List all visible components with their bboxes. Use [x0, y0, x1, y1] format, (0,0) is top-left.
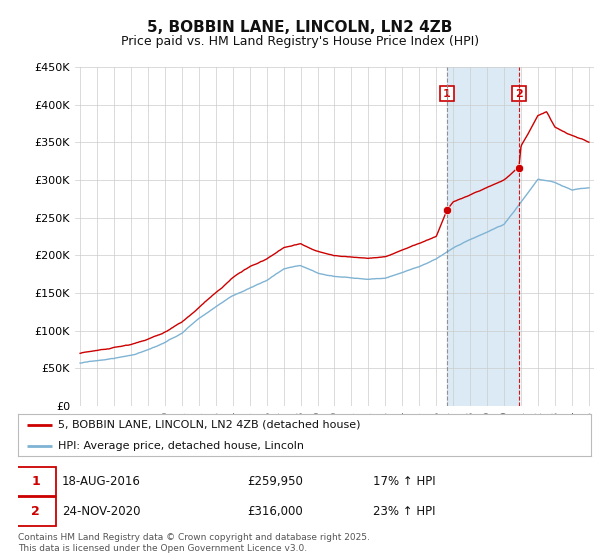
Text: 17% ↑ HPI: 17% ↑ HPI	[373, 475, 436, 488]
Text: 1: 1	[31, 475, 40, 488]
Text: 18-AUG-2016: 18-AUG-2016	[62, 475, 141, 488]
Text: 5, BOBBIN LANE, LINCOLN, LN2 4ZB (detached house): 5, BOBBIN LANE, LINCOLN, LN2 4ZB (detach…	[58, 420, 361, 430]
Text: 24-NOV-2020: 24-NOV-2020	[62, 505, 140, 518]
FancyBboxPatch shape	[15, 497, 56, 526]
Text: £259,950: £259,950	[247, 475, 303, 488]
Text: 2: 2	[31, 505, 40, 518]
Text: 5, BOBBIN LANE, LINCOLN, LN2 4ZB: 5, BOBBIN LANE, LINCOLN, LN2 4ZB	[148, 20, 452, 35]
Text: Price paid vs. HM Land Registry's House Price Index (HPI): Price paid vs. HM Land Registry's House …	[121, 35, 479, 48]
Text: 23% ↑ HPI: 23% ↑ HPI	[373, 505, 436, 518]
Text: Contains HM Land Registry data © Crown copyright and database right 2025.
This d: Contains HM Land Registry data © Crown c…	[18, 533, 370, 553]
Text: £316,000: £316,000	[247, 505, 303, 518]
Bar	[447, 67, 519, 406]
Text: HPI: Average price, detached house, Lincoln: HPI: Average price, detached house, Linc…	[58, 441, 304, 451]
Text: 1: 1	[443, 88, 451, 99]
FancyBboxPatch shape	[15, 467, 56, 496]
Text: 2: 2	[515, 88, 523, 99]
